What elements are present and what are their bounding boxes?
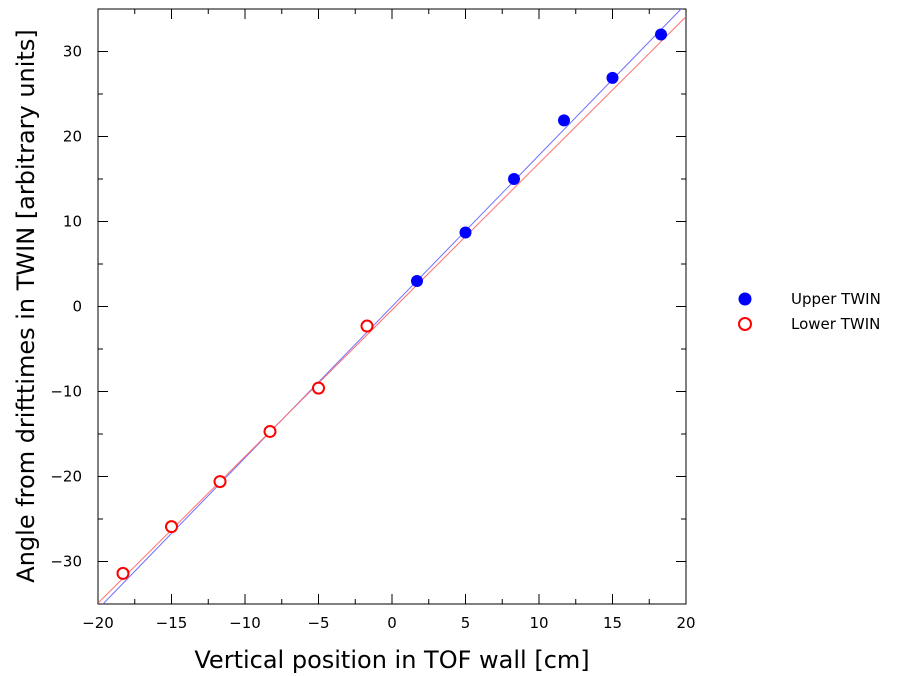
point-upper-twin (655, 28, 668, 41)
point-upper-twin (459, 226, 472, 239)
x-tick-label: 0 (387, 614, 397, 632)
legend-marker-filled (738, 292, 752, 306)
y-tick-label: 30 (63, 43, 82, 61)
legend-label: Upper TWIN (791, 290, 881, 308)
point-upper-twin (557, 114, 570, 127)
x-tick-label: −5 (307, 614, 329, 632)
legend-marker-open (738, 317, 752, 331)
y-tick-label: 20 (63, 128, 82, 146)
x-tick-label: 10 (529, 614, 548, 632)
point-lower-twin (165, 520, 178, 534)
fit-line (102, 9, 682, 604)
point-lower-twin (116, 566, 130, 580)
point-upper-twin (606, 71, 619, 84)
x-axis-title: Vertical position in TOF wall [cm] (194, 646, 589, 674)
x-tick-label: 20 (676, 614, 695, 632)
tick-labels: −20 −15 −10 −5 0 5 10 15 20 −30 −20 −10 0 10 20 30 (50, 43, 695, 633)
fit-lines (98, 9, 686, 604)
x-tick-label: 5 (461, 614, 471, 632)
y-tick-label: 0 (72, 298, 82, 316)
legend-label: Lower TWIN (791, 315, 880, 333)
y-tick-label: −10 (50, 383, 82, 401)
x-tick-label: 15 (603, 614, 622, 632)
point-lower-twin (213, 475, 227, 489)
y-axis-title: Angle from drifttimes in TWIN [arbitrary… (12, 29, 40, 582)
point-lower-twin (263, 424, 277, 438)
fit-line (98, 16, 686, 604)
y-tick-label: 10 (63, 213, 82, 231)
x-tick-label: −10 (229, 614, 261, 632)
x-tick-label: −15 (156, 614, 188, 632)
point-upper-twin (508, 173, 521, 185)
point-lower-twin (360, 319, 374, 333)
data-points (116, 28, 668, 580)
point-lower-twin (312, 381, 325, 395)
y-tick-label: −20 (50, 468, 82, 486)
point-upper-twin (410, 275, 423, 287)
y-tick-label: −30 (50, 553, 82, 571)
legend: Upper TWIN Lower TWIN (738, 290, 881, 333)
x-tick-label: −20 (82, 614, 114, 632)
axis-ticks (97, 8, 687, 605)
